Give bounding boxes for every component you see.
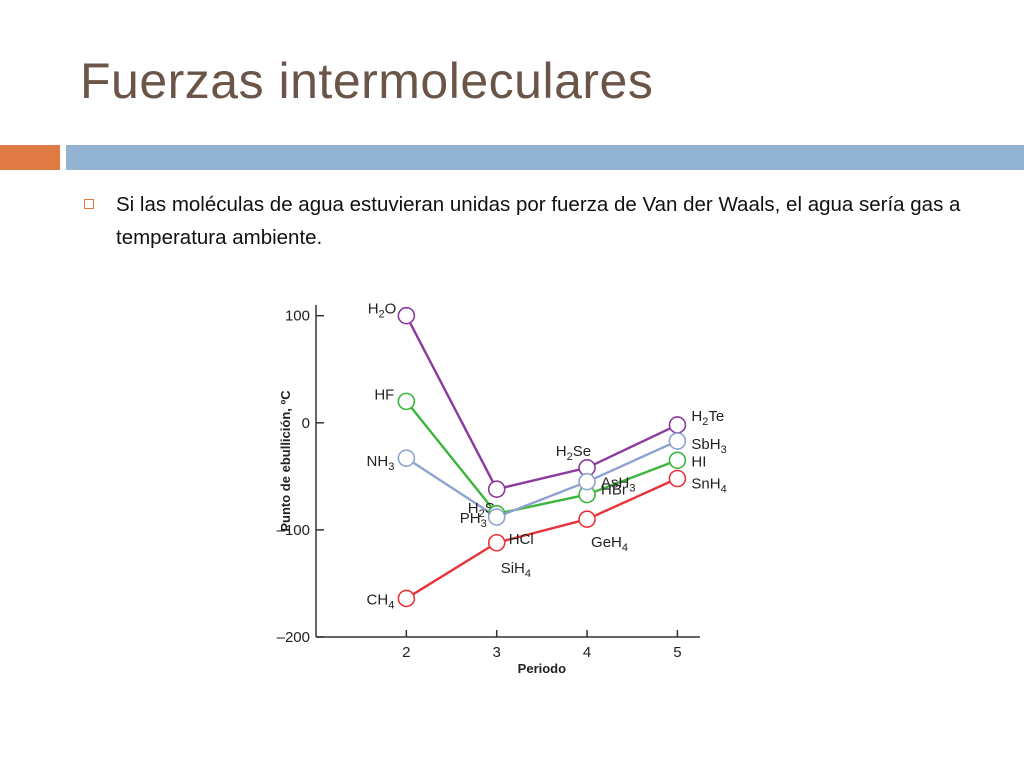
series-line bbox=[405, 315, 678, 491]
point-label: H2Se bbox=[556, 443, 591, 463]
data-point bbox=[397, 392, 416, 411]
point-label: SiH4 bbox=[501, 560, 531, 580]
series-line bbox=[405, 439, 678, 519]
point-label: PH3 bbox=[460, 510, 487, 530]
accent-bar-blue bbox=[66, 145, 1024, 170]
x-axis-label: Periodo bbox=[518, 661, 566, 676]
data-point bbox=[668, 416, 687, 434]
data-point bbox=[668, 432, 687, 450]
y-tick-label: 100 bbox=[285, 308, 310, 325]
data-point bbox=[668, 469, 687, 488]
series-line bbox=[405, 400, 678, 516]
y-tick-label: –100 bbox=[277, 522, 310, 539]
y-axis-label: Punto de ebullición, ºC bbox=[278, 390, 293, 532]
point-label: CH4 bbox=[367, 591, 395, 611]
point-label: NH3 bbox=[367, 453, 395, 473]
x-tick-label: 2 bbox=[402, 644, 410, 661]
data-point bbox=[578, 510, 596, 528]
point-label: H2O bbox=[368, 301, 397, 321]
point-label: SbH3 bbox=[691, 436, 726, 456]
point-label: HBr bbox=[601, 482, 627, 499]
series-line bbox=[405, 477, 678, 600]
point-label: AsH3 bbox=[601, 475, 635, 495]
data-point bbox=[487, 508, 506, 526]
point-label: H2Te bbox=[691, 408, 724, 428]
data-point bbox=[397, 306, 416, 325]
bullet-square-icon bbox=[84, 199, 94, 209]
data-point bbox=[487, 480, 506, 499]
x-tick-label: 3 bbox=[493, 644, 501, 661]
bullet-text: Si las moléculas de agua estuvieran unid… bbox=[116, 193, 961, 249]
y-tick-label: 0 bbox=[302, 415, 310, 432]
boiling-point-chart: 100 0 –100 –200 2 3 4 5 Periodo Punto de ebullici… bbox=[277, 301, 727, 676]
accent-bar-orange bbox=[0, 145, 60, 170]
x-tick-label: 4 bbox=[583, 644, 591, 661]
point-label: SnH4 bbox=[691, 475, 726, 495]
data-point bbox=[397, 449, 416, 467]
data-point bbox=[668, 451, 687, 470]
point-label: GeH4 bbox=[591, 534, 628, 554]
data-point bbox=[397, 589, 416, 608]
x-tick-label: 5 bbox=[673, 644, 681, 661]
point-label: HI bbox=[691, 453, 706, 470]
point-label: HF bbox=[374, 386, 394, 403]
slide-title: Fuerzas intermoleculares bbox=[80, 53, 654, 109]
y-tick-label: –200 bbox=[277, 629, 310, 646]
data-point bbox=[487, 533, 506, 552]
data-point bbox=[578, 472, 596, 491]
point-label: HCl bbox=[509, 531, 534, 548]
